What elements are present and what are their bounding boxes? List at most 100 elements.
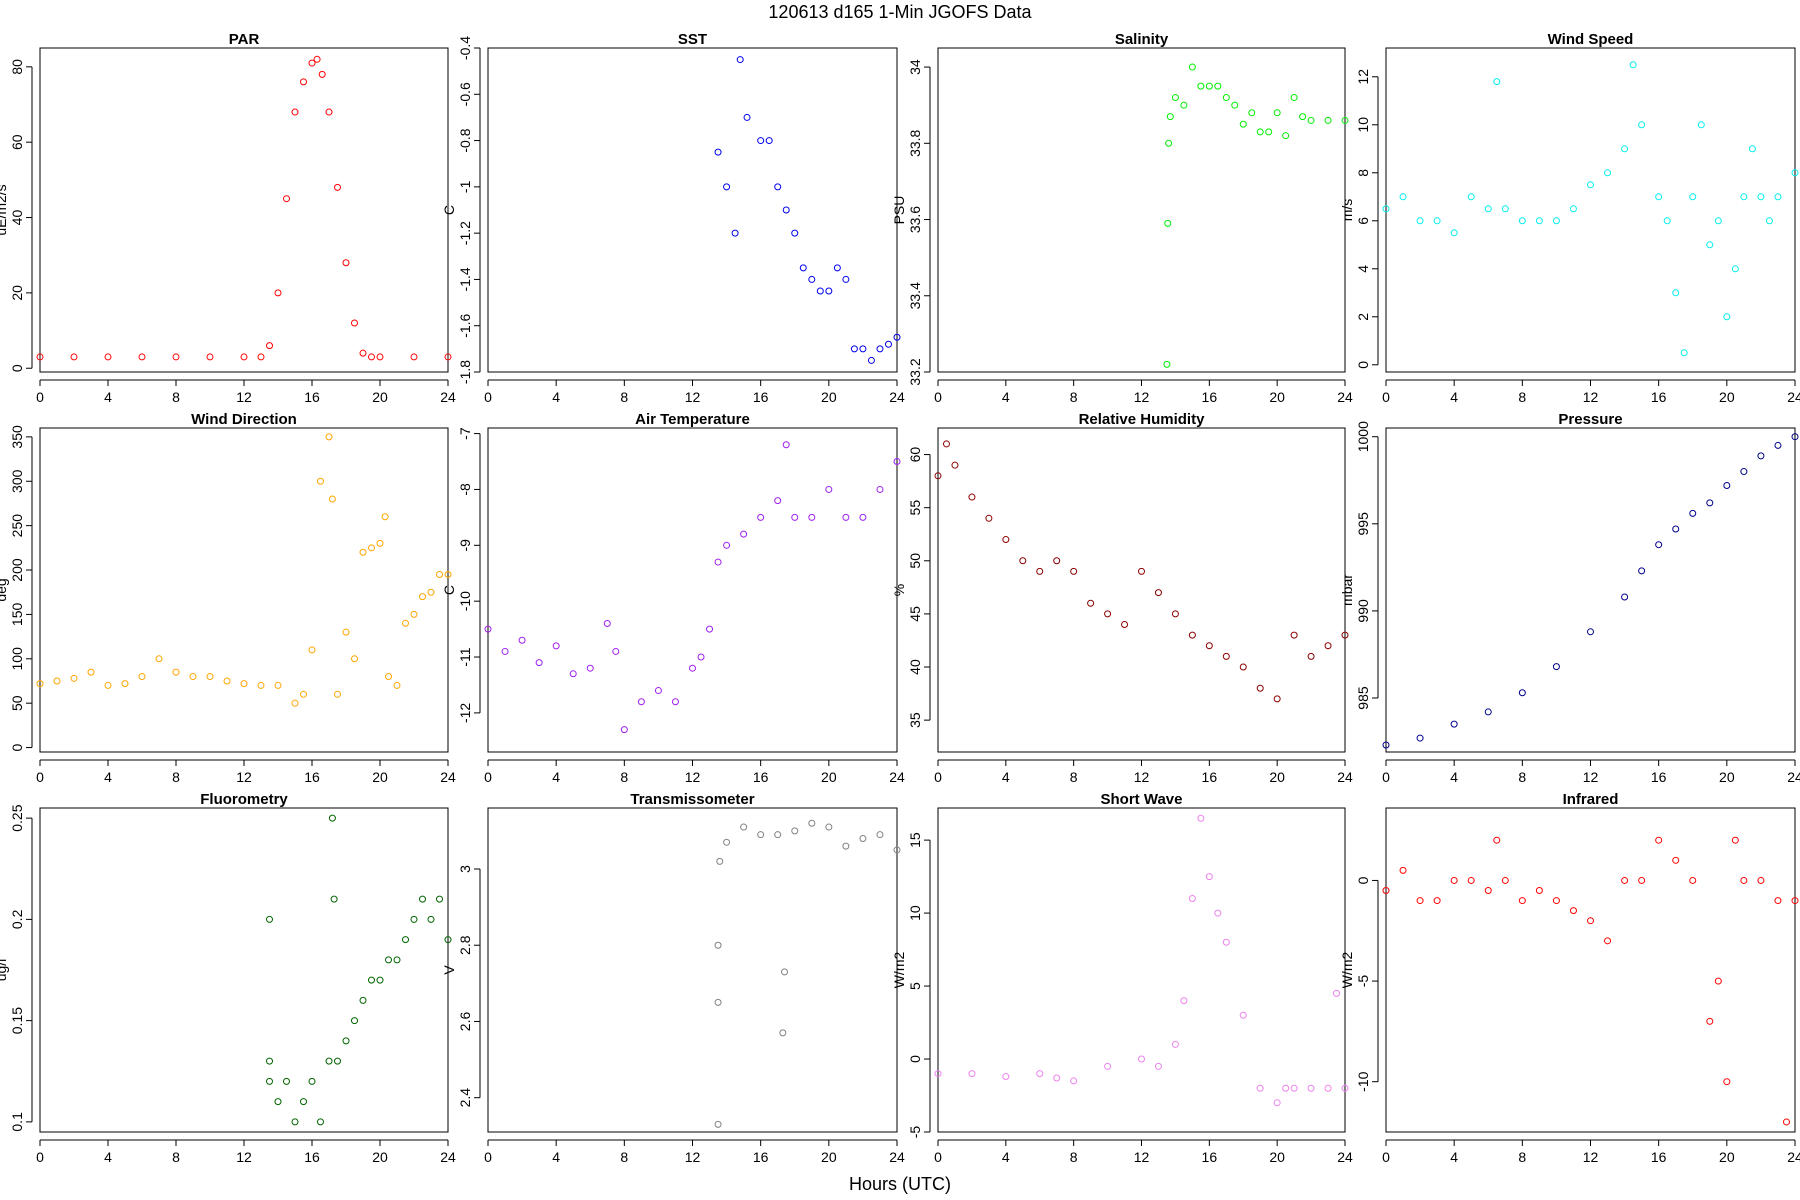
- data-point: [393, 956, 401, 964]
- y-axis-label: C: [441, 585, 457, 595]
- data-point: [1087, 599, 1095, 607]
- y-tick-label: 60: [907, 447, 923, 463]
- panel-title: Salinity: [1115, 31, 1169, 48]
- y-axis-label: m/s: [1339, 199, 1355, 222]
- data-point: [714, 558, 722, 566]
- data-point: [1382, 741, 1390, 749]
- data-point: [612, 647, 620, 655]
- data-point: [1621, 145, 1629, 153]
- data-point: [444, 353, 452, 361]
- y-tick-label: 5: [907, 982, 923, 990]
- data-point: [1239, 663, 1247, 671]
- data-point: [1205, 642, 1213, 650]
- y-tick-label: 990: [1355, 599, 1371, 623]
- x-tick-label: 20: [372, 1149, 388, 1165]
- data-point: [1256, 684, 1264, 692]
- y-tick-label: 33.2: [907, 358, 923, 385]
- data-point: [274, 681, 282, 689]
- data-point: [317, 1118, 324, 1126]
- x-tick-label: 0: [1382, 769, 1390, 785]
- data-point: [1723, 313, 1731, 321]
- data-point: [1382, 887, 1390, 895]
- panel-relative-humidity: Relative Humidity 0 4 8 12 16 20 24 35 40 45 50 55 60…: [891, 411, 1353, 785]
- data-point: [70, 674, 78, 682]
- data-point: [1265, 128, 1273, 136]
- data-point: [1324, 116, 1332, 124]
- x-tick-label: 8: [1518, 389, 1526, 405]
- panel-title: Infrared: [1563, 791, 1619, 808]
- data-point: [757, 513, 765, 521]
- data-point: [1552, 663, 1560, 671]
- plot-frame: [1385, 47, 1796, 373]
- x-tick-label: 16: [753, 389, 769, 405]
- x-tick-label: 12: [1583, 389, 1599, 405]
- data-point: [876, 345, 884, 353]
- data-point: [104, 681, 112, 689]
- y-axis-label: C: [441, 205, 457, 215]
- data-point: [637, 698, 645, 706]
- data-point: [402, 619, 409, 627]
- data-point: [791, 229, 799, 237]
- data-point: [714, 941, 722, 949]
- x-tick-label: 12: [1134, 389, 1150, 405]
- data-point: [1197, 82, 1205, 90]
- panel-par: PAR 0 4 8 12 16 20 24 0 20 40 60 80 uE/m2/s: [0, 31, 456, 405]
- data-point: [867, 356, 875, 364]
- y-axis-label: uE/m2/s: [0, 184, 9, 235]
- data-point: [1629, 61, 1637, 69]
- y-tick-label: 2.8: [457, 935, 473, 955]
- y-tick-label: 2: [1355, 313, 1371, 321]
- data-point: [172, 668, 180, 676]
- data-point: [351, 655, 358, 663]
- data-point: [723, 541, 731, 549]
- y-tick-label: 350: [9, 425, 25, 449]
- y-axis-label: ug/l: [0, 959, 9, 982]
- x-tick-label: 16: [1651, 389, 1667, 405]
- data-point: [893, 846, 901, 854]
- data-point: [842, 842, 850, 850]
- data-point: [1290, 1084, 1298, 1092]
- data-point: [444, 936, 452, 944]
- data-series: [714, 56, 901, 364]
- data-point: [70, 353, 78, 361]
- data-point: [1782, 1118, 1790, 1126]
- x-tick-label: 20: [1269, 389, 1285, 405]
- x-tick-label: 20: [1719, 389, 1735, 405]
- data-point: [1163, 360, 1171, 368]
- y-tick-label: -5: [907, 1126, 923, 1139]
- data-point: [1621, 593, 1629, 601]
- data-point: [1416, 217, 1424, 225]
- data-point: [765, 137, 773, 145]
- y-tick-label: 34: [907, 59, 923, 75]
- data-point: [189, 673, 197, 681]
- data-point: [1569, 205, 1577, 213]
- plot-frame: [1385, 427, 1796, 753]
- data-series: [1382, 433, 1799, 749]
- data-point: [36, 680, 44, 688]
- data-point: [723, 838, 731, 846]
- data-point: [223, 677, 231, 685]
- x-tick-label: 24: [440, 769, 456, 785]
- data-point: [1256, 1084, 1264, 1092]
- x-tick-label: 8: [1070, 1149, 1078, 1165]
- x-tick-label: 24: [1337, 769, 1353, 785]
- panel-title: Relative Humidity: [1079, 411, 1206, 428]
- data-point: [1341, 1084, 1349, 1092]
- panel-title: SST: [678, 31, 707, 48]
- plot-frame: [487, 807, 898, 1133]
- data-point: [257, 353, 265, 361]
- data-point: [359, 548, 367, 556]
- data-series: [934, 814, 1349, 1107]
- data-point: [318, 70, 326, 78]
- y-tick-label: 33.6: [907, 206, 923, 233]
- x-tick-label: 0: [934, 389, 942, 405]
- y-tick-label: -9: [457, 539, 473, 552]
- panel-transmissometer: Transmissometer 0 4 8 12 16 20 24 2.4 2.6 2.8 3 V: [441, 791, 905, 1165]
- data-point: [1248, 109, 1256, 117]
- y-tick-label: 0: [907, 1055, 923, 1063]
- panel-title: Fluorometry: [200, 791, 288, 808]
- data-point: [1689, 509, 1697, 517]
- x-tick-label: 16: [753, 769, 769, 785]
- data-series: [266, 814, 452, 1126]
